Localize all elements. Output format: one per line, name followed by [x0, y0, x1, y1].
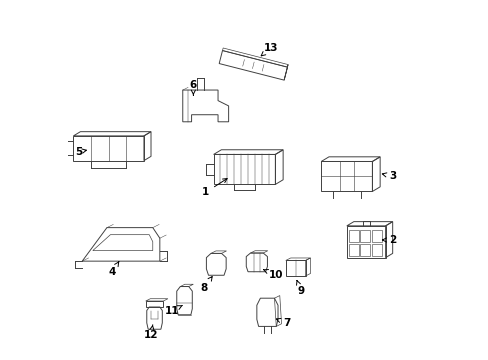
- Text: 1: 1: [202, 179, 226, 197]
- Text: 11: 11: [164, 306, 182, 315]
- Text: 2: 2: [382, 235, 395, 245]
- Text: 6: 6: [189, 80, 197, 95]
- Text: 5: 5: [75, 147, 86, 157]
- Text: 4: 4: [108, 262, 119, 277]
- Text: 9: 9: [296, 280, 304, 296]
- Text: 3: 3: [382, 171, 395, 181]
- Text: 13: 13: [261, 43, 278, 56]
- Text: 10: 10: [263, 270, 283, 280]
- Text: 8: 8: [200, 276, 212, 293]
- Text: 12: 12: [143, 325, 158, 340]
- Text: 7: 7: [276, 318, 290, 328]
